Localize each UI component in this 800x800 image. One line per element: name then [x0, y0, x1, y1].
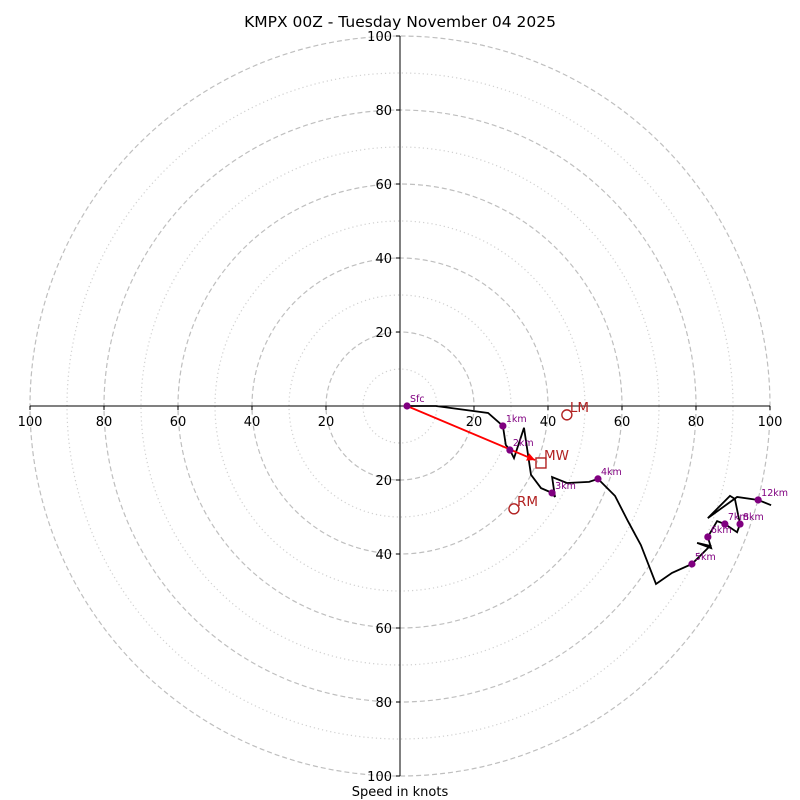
- y-tick-label: 80: [375, 696, 392, 711]
- height-label-7km: 7km: [728, 512, 749, 523]
- hodograph-line: [407, 405, 772, 586]
- axes: [30, 36, 770, 776]
- height-marker-7km: [721, 520, 729, 528]
- storm-marker-LM: [561, 409, 573, 421]
- height-label-12km: 12km: [761, 488, 788, 499]
- height-label-8km: 8km: [743, 512, 764, 523]
- shear-vector-arrowhead: [526, 453, 535, 461]
- y-tick-label: 20: [375, 474, 392, 489]
- x-tick-label: 60: [170, 415, 187, 430]
- height-label-5km: 5km: [695, 552, 716, 563]
- x-tick-label: 100: [758, 415, 783, 430]
- y-tick-label: 40: [375, 548, 392, 563]
- x-axis-label: Speed in knots: [352, 785, 449, 800]
- height-marker-5km: [688, 560, 696, 568]
- storm-marker-MW: [535, 457, 547, 469]
- chart-title: KMPX 00Z - Tuesday November 04 2025: [244, 13, 556, 31]
- height-marker-8km: [736, 520, 744, 528]
- height-marker-2km: [506, 446, 514, 454]
- x-tick-label: 100: [18, 415, 43, 430]
- height-marker-1km: [499, 422, 507, 430]
- height-label-2km: 2km: [513, 438, 534, 449]
- storm-label-LM: LM: [570, 400, 589, 416]
- x-tick-label: 20: [318, 415, 335, 430]
- height-marker-Sfc: [403, 402, 411, 410]
- x-tick-label: 60: [614, 415, 631, 430]
- hodograph-trace: [407, 405, 772, 586]
- height-label-6km: 6km: [711, 525, 732, 536]
- x-tick-label: 40: [540, 415, 557, 430]
- storm-label-RM: RM: [517, 494, 538, 510]
- x-tick-label: 80: [688, 415, 705, 430]
- height-marker-12km: [754, 496, 762, 504]
- height-label-Sfc: Sfc: [410, 394, 425, 405]
- shear-vector: [406, 405, 536, 461]
- x-tick-label: 80: [96, 415, 113, 430]
- storm-motion-markers: LM MW RM: [508, 400, 589, 515]
- y-tick-label: 60: [375, 622, 392, 637]
- tick-labels: 100 80 60 40 20 20 40 60 80 100 100 80 60 40 20 20 40 60 8…: [18, 30, 783, 785]
- height-label-1km: 1km: [506, 414, 527, 425]
- height-label-4km: 4km: [601, 467, 622, 478]
- shear-vector-line: [406, 405, 536, 461]
- height-marker-4km: [594, 475, 602, 483]
- y-tick-label: 100: [367, 770, 392, 785]
- y-tick-label: 100: [367, 30, 392, 45]
- height-marker-6km: [704, 533, 712, 541]
- x-tick-label: 40: [244, 415, 261, 430]
- x-tick-label: 20: [466, 415, 483, 430]
- y-tick-label: 60: [375, 178, 392, 193]
- storm-label-MW: MW: [544, 448, 569, 464]
- height-marker-3km: [548, 489, 556, 497]
- y-tick-label: 20: [375, 326, 392, 341]
- y-tick-label: 40: [375, 252, 392, 267]
- y-tick-label: 80: [375, 104, 392, 119]
- storm-marker-RM: [508, 503, 520, 515]
- height-label-3km: 3km: [555, 481, 576, 492]
